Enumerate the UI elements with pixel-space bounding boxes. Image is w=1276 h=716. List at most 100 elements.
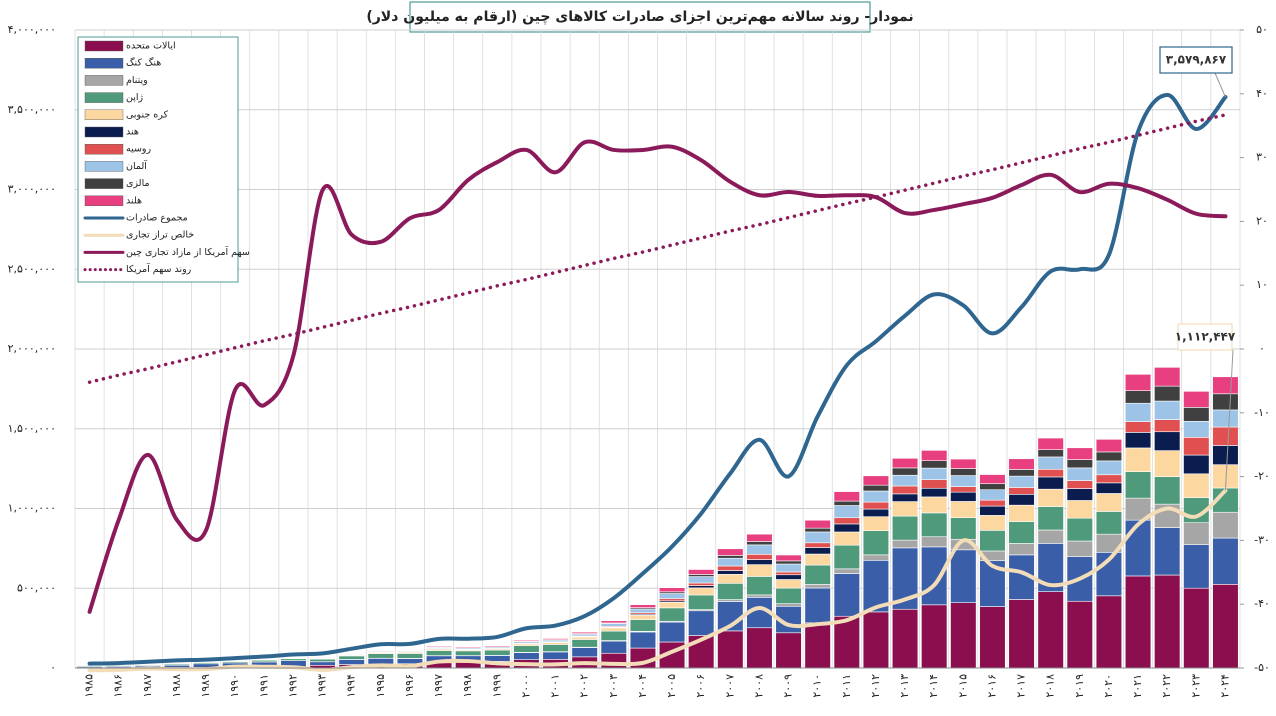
bar-segment — [1124, 471, 1152, 499]
annotation-box — [1177, 323, 1233, 351]
bar-segment — [833, 615, 860, 669]
bar-segment — [717, 630, 744, 669]
bar-segment — [629, 619, 657, 632]
bar-segment — [658, 587, 686, 593]
x-tick-label: ۲۰۰۴ — [636, 674, 649, 698]
x-tick-label: ۲۰۰۹ — [782, 674, 795, 698]
bar-segment — [658, 598, 686, 602]
bar-segment — [891, 608, 919, 669]
x-tick-label: ۲۰۲۳ — [1189, 674, 1202, 698]
x-tick-label: ۲۰۰۳ — [607, 674, 620, 698]
bar-segment — [629, 614, 657, 620]
bar-segment — [1066, 500, 1093, 519]
x-tick-label: ۱۹۸۹ — [199, 674, 212, 698]
x-tick-label: ۱۹۸۷ — [141, 674, 154, 698]
x-tick-label: ۲۰۱۴ — [927, 674, 940, 698]
bar-segment — [542, 638, 569, 640]
x-tick-label: ۲۰۲۴ — [1218, 674, 1231, 698]
x-tick-label: ۱۹۸۵ — [83, 674, 96, 698]
y2-tick-label: ۴۰ — [1256, 87, 1268, 100]
bar-segment — [921, 487, 948, 498]
bar-segment — [804, 584, 831, 589]
y2-tick-label: ۲۰ — [1256, 214, 1268, 227]
legend-swatch — [84, 109, 124, 121]
bar-segment — [891, 467, 919, 476]
x-tick-label: ۱۹۹۴ — [345, 674, 358, 698]
bar-segment — [1095, 482, 1123, 494]
bar-segment — [1212, 537, 1239, 585]
bar-segment — [1037, 449, 1064, 458]
y-tick-label: ۳,۵۰۰,۰۰۰ — [8, 103, 56, 116]
bar-segment — [950, 475, 977, 487]
bar-segment — [1212, 426, 1239, 446]
x-tick-label: ۱۹۹۸ — [461, 674, 474, 698]
x-tick-label: ۱۹۹۶ — [403, 674, 416, 698]
bar-segment — [950, 486, 977, 493]
legend-label: روسیه — [126, 144, 152, 155]
bar-segment — [921, 467, 948, 480]
bar-segment — [775, 560, 802, 565]
bar-segment — [804, 542, 831, 548]
bar-segment — [804, 622, 831, 669]
bar-segment — [891, 547, 919, 610]
bar-segment — [688, 587, 715, 596]
bar-segment — [600, 630, 627, 641]
bar-segment — [950, 602, 977, 669]
bar-segment — [367, 653, 394, 659]
bar-segment — [717, 583, 744, 600]
y-tick-label: ۵۰۰,۰۰۰ — [17, 581, 56, 594]
legend-swatch — [84, 92, 124, 103]
x-tick-label: ۱۹۹۷ — [432, 674, 445, 698]
x-tick-label: ۲۰۰۲ — [578, 674, 591, 698]
bar-segment — [1037, 529, 1064, 544]
x-tick-label: ۲۰۱۳ — [898, 674, 911, 698]
y2-tick-label: ۰ — [1259, 342, 1265, 355]
annotation-box — [1159, 46, 1233, 74]
bar-segment — [921, 479, 948, 489]
bar-segment — [1037, 437, 1064, 450]
bar-segment — [804, 553, 831, 566]
bar-segment — [862, 554, 890, 561]
bar-segment — [717, 548, 744, 556]
bar-segment — [717, 574, 744, 584]
bar-segment — [921, 460, 948, 469]
bar-segment — [1154, 527, 1181, 576]
bar-segment — [1154, 400, 1181, 420]
bar-segment — [1154, 431, 1181, 451]
bar-segment — [1037, 476, 1064, 490]
bar-segment — [1212, 409, 1239, 428]
bar-segment — [688, 585, 715, 589]
bar-segment — [1124, 519, 1152, 577]
legend-swatch — [84, 161, 124, 172]
bar-segment — [862, 475, 890, 486]
bar-segment — [833, 573, 860, 617]
bar-segment — [891, 474, 919, 487]
bar-segment — [1183, 544, 1210, 589]
ann-layer: ۳,۵۷۹,۸۶۷ ۱,۱۱۲,۴۴۷ — [1159, 46, 1236, 491]
annotation: ۳,۵۷۹,۸۶۷ — [1166, 53, 1227, 67]
bar-segment — [1095, 451, 1123, 462]
bar-segment — [833, 531, 860, 546]
x-tick-label: ۲۰۰۸ — [752, 674, 765, 698]
bar-segment — [950, 517, 977, 540]
y2-tick-label: ۵۰ — [1256, 23, 1268, 36]
y-tick-label: ۲,۰۰۰,۰۰۰ — [8, 342, 56, 355]
bar-segment — [979, 606, 1006, 669]
bar-segment — [862, 508, 890, 517]
bar-segment — [338, 655, 365, 660]
bar-segment — [1066, 467, 1093, 481]
legend-layer: ایالات متحده هنگ کنگ ویتنام ژاپن کره جنوبی هن… — [77, 36, 250, 283]
bar-segment — [658, 607, 686, 622]
legend-label: آلمان — [126, 159, 147, 172]
bar-segment — [309, 658, 336, 663]
bar-segment — [746, 533, 773, 542]
bar-segment — [775, 587, 802, 604]
bar-segment — [629, 631, 657, 649]
bar-segment — [746, 541, 773, 546]
bar-segment — [1183, 454, 1210, 475]
bar-segment — [775, 563, 802, 573]
bar-segment — [775, 574, 802, 580]
bar-segment — [688, 610, 715, 636]
trend-line — [87, 113, 1228, 384]
legend-label: هند — [126, 127, 139, 138]
